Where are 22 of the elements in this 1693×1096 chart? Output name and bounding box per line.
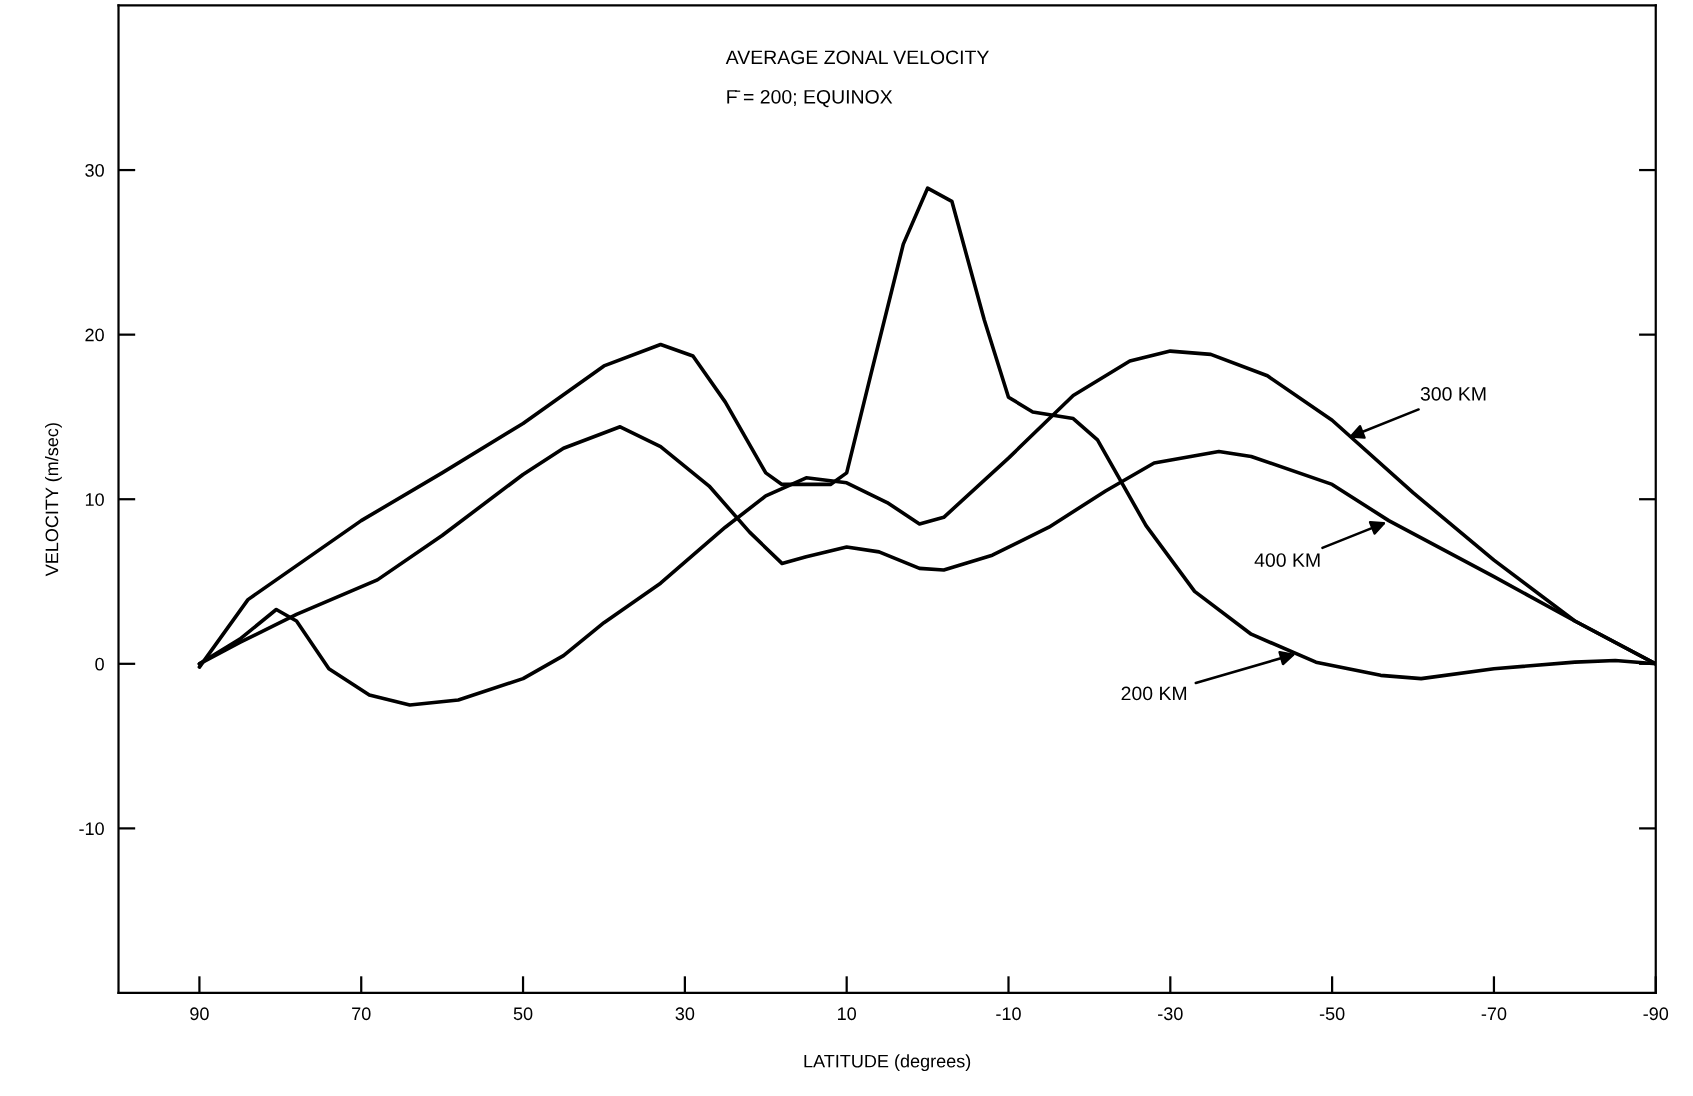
x-tick-label: 70 — [352, 1007, 371, 1021]
x-tick-label: -30 — [1158, 1007, 1183, 1021]
y-tick-label: 10 — [85, 493, 104, 506]
x-tick-label: 10 — [838, 1007, 857, 1021]
annotation: 400 KM — [1254, 553, 1320, 567]
annotation: 200 KM — [1121, 686, 1187, 701]
x-tick-label: -10 — [996, 1007, 1021, 1021]
x-tick-label: 30 — [675, 1007, 695, 1021]
x-axis-title: LATITUDE (degrees) — [804, 1054, 971, 1072]
text: AVERAGE ZONAL VELOCITY — [725, 50, 989, 65]
x-tick-label: -50 — [1319, 1007, 1345, 1021]
text: F̄ = 200; EQUINOX — [727, 89, 893, 108]
y-tick-label: 30 — [85, 164, 104, 177]
y-tick-label: 20 — [85, 328, 104, 342]
x-tick-label: -70 — [1481, 1007, 1507, 1021]
y-tick-label: 0 — [95, 657, 104, 671]
x-tick-label: 90 — [190, 1007, 209, 1021]
x-tick-label: 50 — [513, 1007, 533, 1021]
x-tick-label: -90 — [1643, 1007, 1669, 1021]
annotation: 300 KM — [1420, 386, 1486, 401]
y-axis-title: VELOCITY (m/sec) — [45, 423, 62, 577]
y-tick-label: -10 — [79, 822, 104, 836]
